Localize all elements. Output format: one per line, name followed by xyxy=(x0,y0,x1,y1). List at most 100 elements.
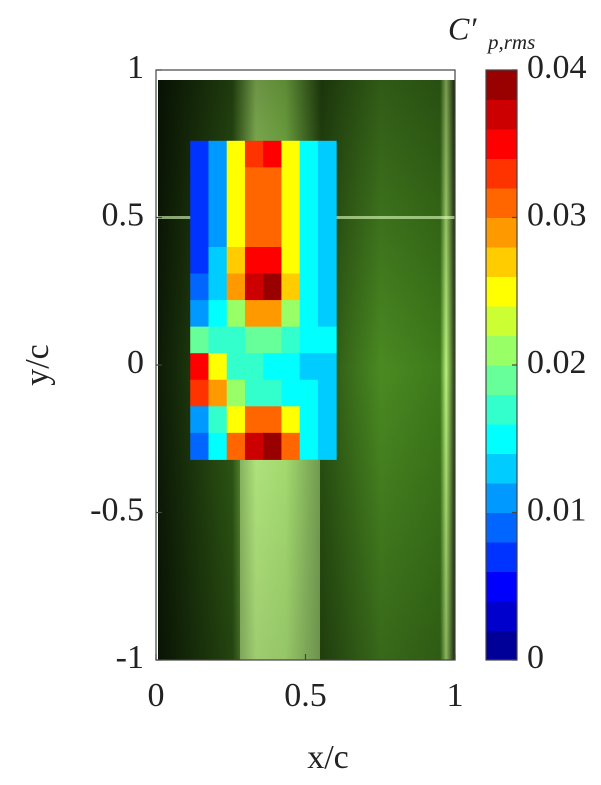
contour-cell xyxy=(190,379,209,407)
contour-cell xyxy=(190,140,209,168)
colorbar-segment xyxy=(486,630,517,661)
contour-cell xyxy=(299,379,319,407)
contour-cell xyxy=(263,247,282,275)
contour-cell xyxy=(299,167,319,195)
y-tick-label: 1 xyxy=(127,49,144,86)
contour-cell xyxy=(208,167,228,195)
contour-cell xyxy=(281,220,301,248)
colorbar-segment xyxy=(486,335,517,366)
contour-cell xyxy=(317,379,337,407)
contour-cell xyxy=(317,140,337,168)
x-tick-label: 0 xyxy=(148,677,165,714)
contour-cell xyxy=(263,326,282,354)
contour-cell xyxy=(244,140,264,168)
contour-cell xyxy=(263,300,282,328)
contour-cell xyxy=(244,379,264,407)
contour-cell xyxy=(244,273,264,301)
contour-cell xyxy=(281,326,301,354)
contour-cell xyxy=(208,273,228,301)
colorbar-tick-label: 0.01 xyxy=(527,491,587,528)
contour-cell xyxy=(244,432,264,460)
colorbar-segment xyxy=(486,601,517,631)
contour-cell xyxy=(263,220,282,248)
contour-cell xyxy=(263,167,282,195)
contour-cell xyxy=(244,247,264,275)
colorbar-segment xyxy=(486,483,517,513)
contour-cell xyxy=(317,300,337,328)
contour-cell xyxy=(281,300,301,328)
colorbar-label: C′ xyxy=(448,10,477,46)
colorbar-segment xyxy=(486,365,517,395)
contour-cell xyxy=(263,273,282,301)
colorbar-segment xyxy=(486,188,517,218)
contour-cell xyxy=(244,353,264,381)
colorbar-segment xyxy=(486,158,517,189)
contour-field xyxy=(190,140,337,460)
contour-cell xyxy=(226,379,246,407)
contour-cell xyxy=(208,432,228,460)
contour-cell xyxy=(244,300,264,328)
colorbar-segment xyxy=(486,306,517,336)
contour-cell xyxy=(208,247,228,275)
axes: 0 0.5 1 -1 -0.5 0 0.5 1 0 0.01 0.02 0.03 0.04 xyxy=(90,49,586,714)
contour-cell xyxy=(208,379,228,407)
y-tick-label: -1 xyxy=(116,639,144,676)
colorbar-segment xyxy=(486,70,517,100)
contour-cell xyxy=(263,140,282,168)
colorbar-label-subscript: p,rms xyxy=(486,30,535,54)
contour-cell xyxy=(190,273,209,301)
contour-cell xyxy=(317,273,337,301)
contour-cell xyxy=(263,379,282,407)
contour-cell xyxy=(190,220,209,248)
colorbar-segment xyxy=(486,99,517,130)
contour-cell xyxy=(299,326,319,354)
colorbar-segment xyxy=(486,247,517,277)
contour-cell xyxy=(317,167,337,195)
contour-cell xyxy=(281,353,301,381)
colorbar-segment xyxy=(486,276,517,307)
contour-cell xyxy=(208,193,228,221)
x-tick-label: 0.5 xyxy=(284,677,327,714)
contour-cell xyxy=(317,193,337,221)
colorbar-tick-label: 0.03 xyxy=(527,196,587,233)
contour-cell xyxy=(226,140,246,168)
contour-cell xyxy=(190,432,209,460)
contour-cell xyxy=(263,353,282,381)
x-axis-label: x/c xyxy=(307,739,349,776)
y-tick-label: 0 xyxy=(127,344,144,381)
x-tick-label: 1 xyxy=(447,677,464,714)
contour-cell xyxy=(299,220,319,248)
contour-cell xyxy=(299,140,319,168)
contour-cell xyxy=(208,220,228,248)
contour-cell xyxy=(263,406,282,434)
contour-cell xyxy=(190,353,209,381)
contour-cell xyxy=(190,247,209,275)
contour-cell xyxy=(281,167,301,195)
colorbar-segment xyxy=(486,571,517,602)
contour-cell xyxy=(226,167,246,195)
contour-cell xyxy=(317,432,337,460)
contour-cell xyxy=(244,406,264,434)
y-tick-label: -0.5 xyxy=(90,491,144,528)
contour-cell xyxy=(226,406,246,434)
colorbar-segment xyxy=(486,394,517,425)
contour-cell xyxy=(190,193,209,221)
colorbar-segment xyxy=(486,453,517,484)
contour-cell xyxy=(317,326,337,354)
colorbar-segment xyxy=(486,217,517,248)
contour-cell xyxy=(263,432,282,460)
contour-cell xyxy=(281,273,301,301)
contour-cell xyxy=(244,167,264,195)
contour-cell xyxy=(208,300,228,328)
contour-cell xyxy=(299,193,319,221)
colorbar-segment xyxy=(486,512,517,543)
contour-cell xyxy=(299,273,319,301)
contour-cell xyxy=(244,193,264,221)
contour-cell xyxy=(244,326,264,354)
contour-cell xyxy=(226,193,246,221)
contour-cell xyxy=(299,353,319,381)
contour-cell xyxy=(244,220,264,248)
contour-cell xyxy=(226,326,246,354)
contour-cell xyxy=(226,220,246,248)
